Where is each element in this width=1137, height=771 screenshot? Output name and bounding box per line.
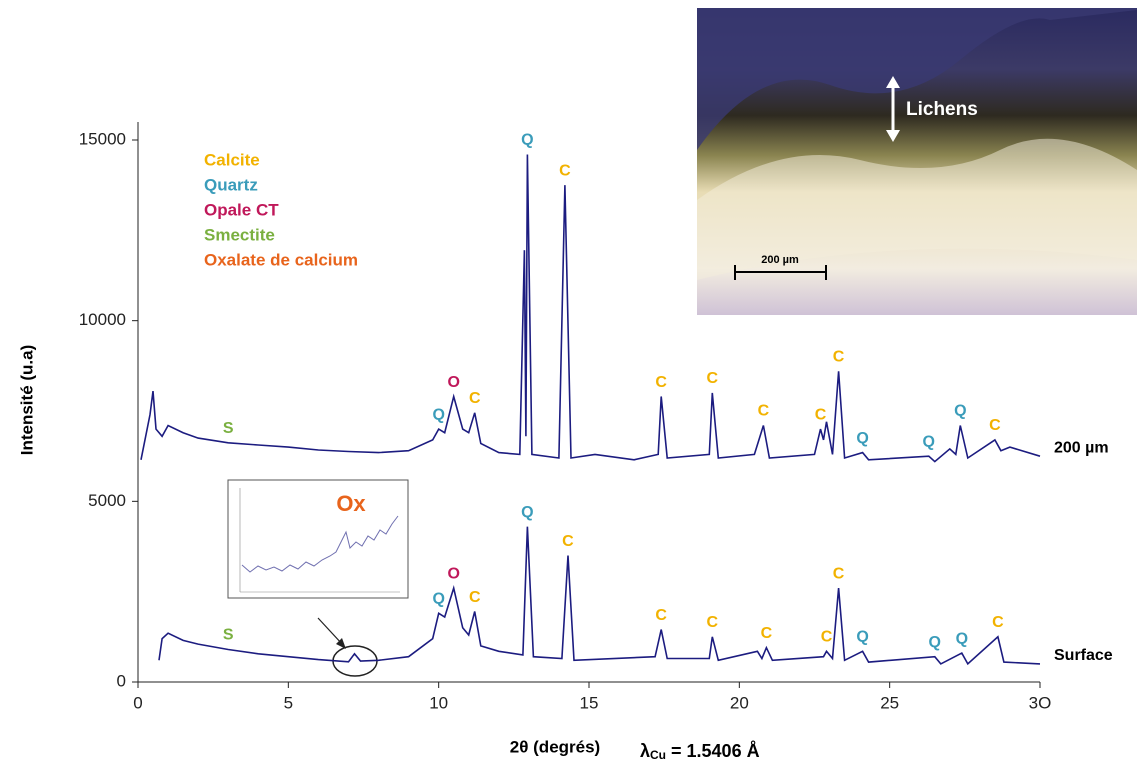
series-line [140, 154, 1041, 463]
peak-label: C [559, 162, 571, 179]
peak-label: Q [954, 403, 966, 420]
x-tick-label: 25 [880, 693, 899, 712]
peak-label: C [706, 614, 718, 631]
zoom-inset: Ox [227, 479, 409, 677]
x-tick-label: 20 [730, 693, 749, 712]
series-label: 200 µm [1054, 439, 1109, 456]
peak-label: Q [929, 634, 941, 651]
sky [697, 8, 1137, 150]
peak-label: Q [521, 132, 533, 149]
peak-label: C [833, 348, 845, 365]
zoom-frame [227, 479, 409, 599]
x-tick-label: 3O [1029, 693, 1052, 712]
legend-entry: Oxalate de calcium [204, 250, 358, 269]
peak-label: Q [856, 629, 868, 646]
legend-entry: Calcite [204, 150, 260, 169]
peak-label: C [989, 417, 1001, 434]
peak-label: C [655, 607, 667, 624]
peak-label: Q [956, 630, 968, 647]
peak-label: C [469, 589, 481, 606]
y-axis-label: Intensité (u.a) [17, 345, 36, 456]
series-label: Surface [1054, 647, 1113, 664]
zoom-label: Ox [336, 491, 366, 516]
peak-label: C [469, 390, 481, 407]
peak-label: Q [432, 406, 444, 423]
x-tick-label: 10 [429, 693, 448, 712]
peak-label: C [758, 403, 770, 420]
peak-label: C [815, 406, 827, 423]
y-tick-label: 0 [117, 671, 126, 690]
peak-label: C [706, 370, 718, 387]
peak-label: Q [856, 430, 868, 447]
peak-label: O [447, 565, 459, 582]
zoom-arrow-head [336, 638, 346, 649]
y-tick-label: 15000 [79, 129, 126, 148]
zoom-trace [241, 515, 399, 573]
x-tick-label: 5 [284, 693, 293, 712]
peak-label: Q [521, 504, 533, 521]
wavelength-sub: Cu [650, 748, 666, 762]
peak-label: Q [923, 433, 935, 450]
x-tick-label: 15 [580, 693, 599, 712]
peak-label: S [223, 627, 234, 644]
x-axis-label: 2θ (degrés) [510, 737, 600, 756]
y-tick-label: 10000 [79, 310, 126, 329]
peak-label: C [562, 533, 574, 550]
peak-label: S [223, 420, 234, 437]
wavelength: λCu = 1.5406 Å [640, 741, 760, 762]
peak-label: C [992, 614, 1004, 631]
rock-light [697, 138, 1137, 280]
peak-label: C [821, 629, 833, 646]
wavelength-symbol: λ [640, 741, 650, 761]
legend-entry: Smectite [204, 225, 275, 244]
peak-label: C [833, 565, 845, 582]
peak-label: Q [432, 591, 444, 608]
photo-label: Lichens [906, 99, 978, 120]
y-tick-label: 5000 [88, 491, 126, 510]
scale-label: 200 µm [761, 254, 799, 266]
legend-entry: Opale CT [204, 200, 279, 219]
series-line [158, 526, 1041, 666]
x-tick-label: 0 [133, 693, 142, 712]
peak-label: C [655, 374, 667, 391]
zoom-arrow [317, 617, 344, 646]
peak-label: C [761, 625, 773, 642]
photo-inset: Lichens 200 µm [697, 8, 1137, 315]
peak-label: O [447, 374, 459, 391]
wavelength-value: = 1.5406 Å [671, 741, 760, 761]
legend-entry: Quartz [204, 175, 258, 194]
